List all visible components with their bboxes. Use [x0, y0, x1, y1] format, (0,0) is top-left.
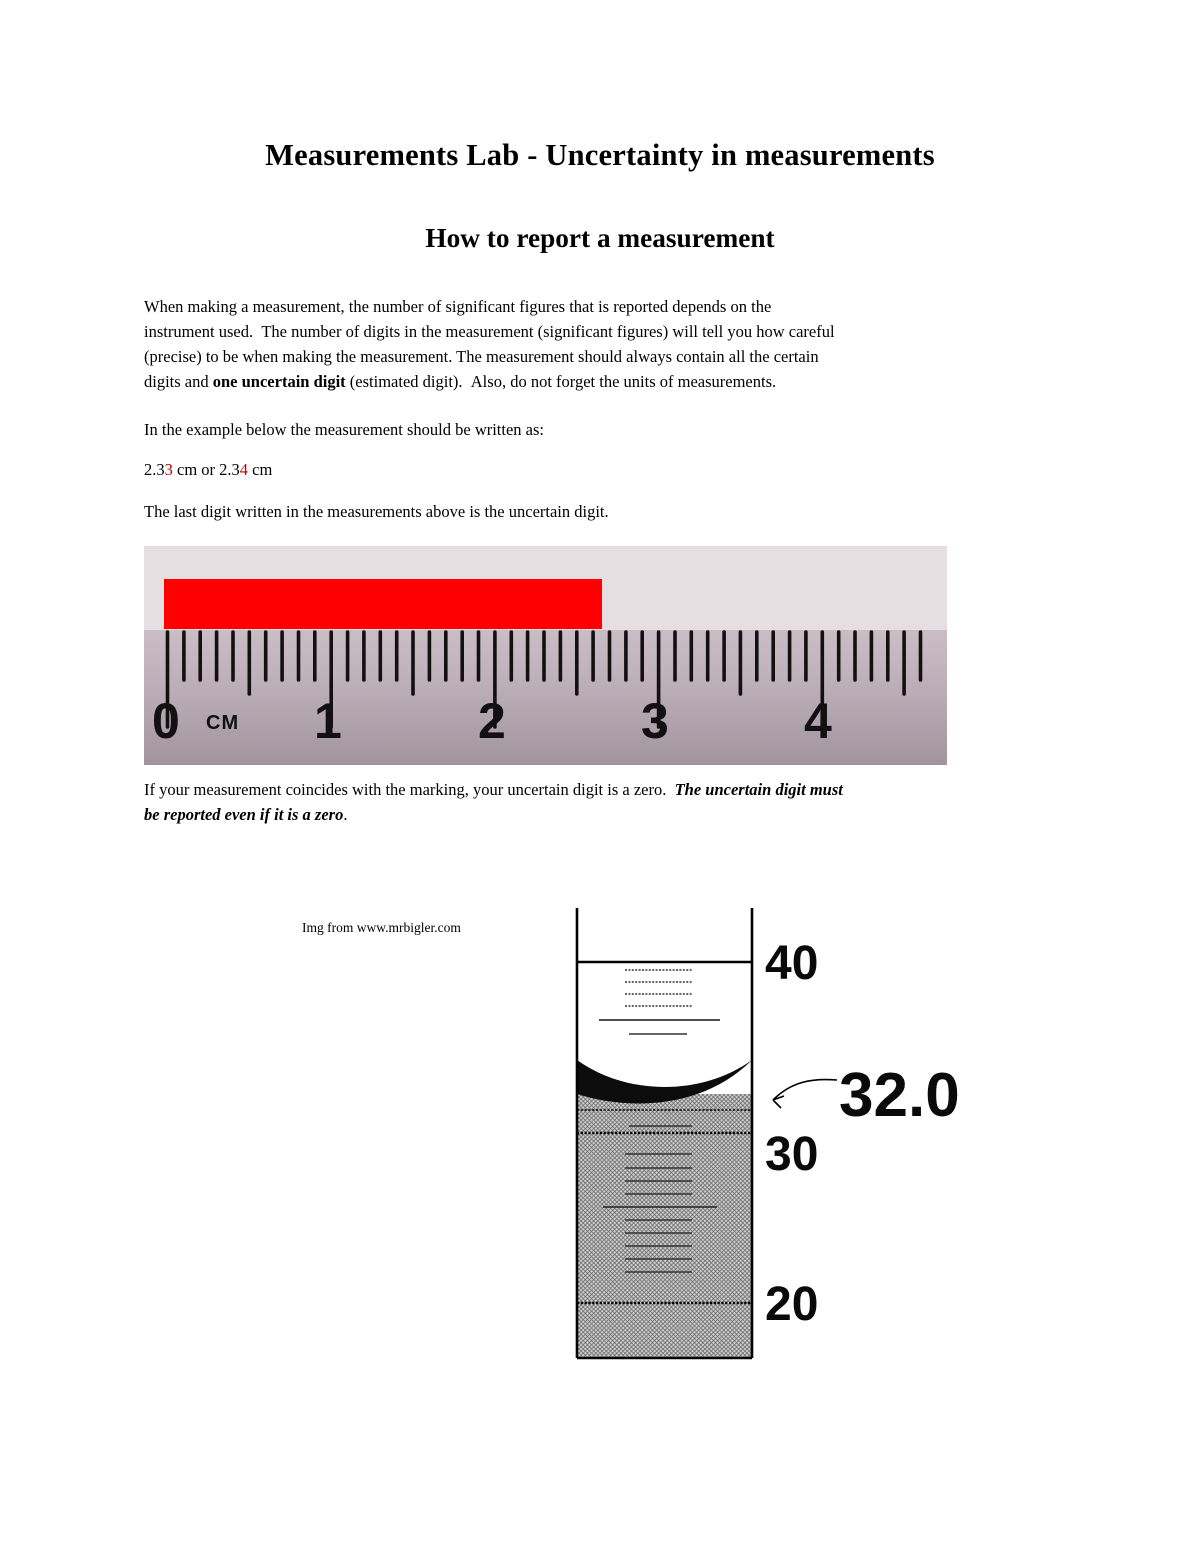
svg-text:4: 4: [804, 693, 832, 749]
svg-text:0: 0: [152, 693, 180, 749]
svg-text:3: 3: [641, 693, 669, 749]
svg-text:20: 20: [765, 1278, 818, 1331]
svg-text:2: 2: [478, 693, 506, 749]
svg-text:1: 1: [314, 693, 342, 749]
svg-text:CM: CM: [206, 712, 239, 734]
svg-text:30: 30: [765, 1128, 818, 1181]
svg-text:32.0: 32.0: [839, 1061, 960, 1130]
svg-text:40: 40: [765, 937, 818, 990]
